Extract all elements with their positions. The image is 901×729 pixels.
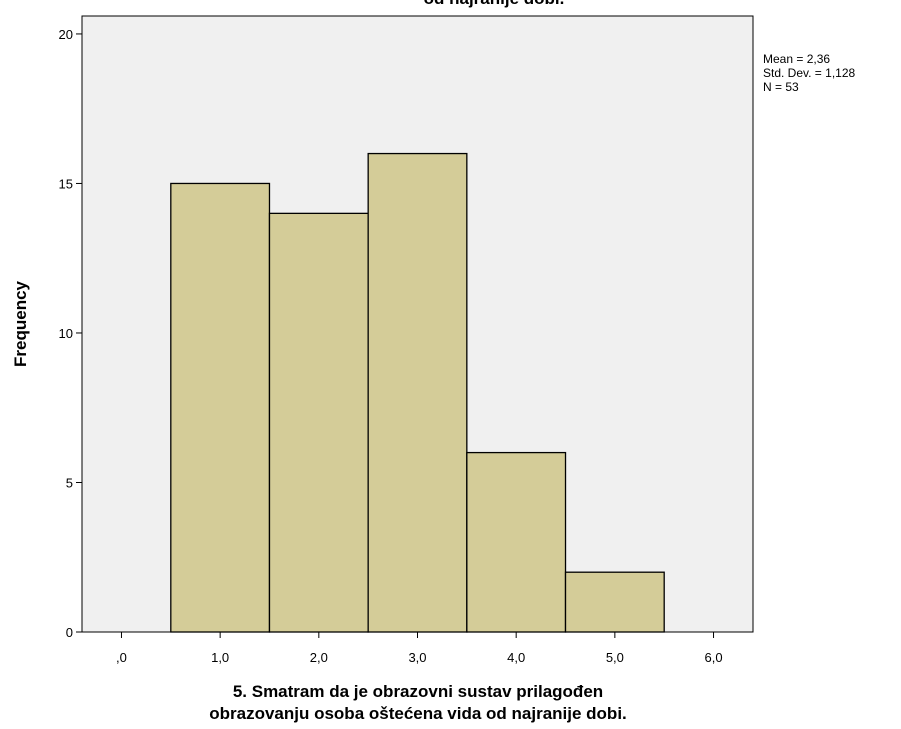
x-tick-label: 5,0 — [606, 650, 624, 665]
y-tick-label: 5 — [66, 475, 73, 490]
y-axis: 0 5 10 15 20 — [59, 27, 82, 640]
histogram-bar-2 — [268, 212, 369, 633]
stats-box: Mean = 2,36 Std. Dev. = 1,128 N = 53 — [763, 52, 855, 94]
y-tick-label: 0 — [66, 625, 73, 640]
histogram-bar-5 — [564, 571, 665, 633]
chart-title-fragment: od najranije dobi. — [424, 0, 565, 8]
x-axis-title-line-1: 5. Smatram da je obrazovni sustav prilag… — [233, 682, 603, 701]
x-axis-title-line-2: obrazovanju osoba oštećena vida od najra… — [209, 704, 627, 723]
stats-n: N = 53 — [763, 80, 799, 94]
histogram-bar-4 — [466, 451, 567, 633]
x-tick-label: 2,0 — [310, 650, 328, 665]
x-tick-label: ,0 — [116, 650, 127, 665]
histogram-bar-1 — [170, 182, 271, 633]
x-tick-label: 6,0 — [704, 650, 722, 665]
histogram-bar-3 — [367, 152, 468, 633]
bars-group — [170, 152, 665, 633]
y-tick-label: 15 — [59, 176, 73, 191]
stats-std-dev: Std. Dev. = 1,128 — [763, 66, 855, 80]
x-tick-label: 3,0 — [408, 650, 426, 665]
x-axis: ,0 1,0 2,0 3,0 4,0 5,0 6,0 — [116, 632, 723, 665]
y-tick-label: 10 — [59, 326, 73, 341]
y-tick-label: 20 — [59, 27, 73, 42]
x-tick-label: 1,0 — [211, 650, 229, 665]
x-tick-label: 4,0 — [507, 650, 525, 665]
stats-mean: Mean = 2,36 — [763, 52, 830, 66]
y-axis-title: Frequency — [11, 280, 30, 367]
